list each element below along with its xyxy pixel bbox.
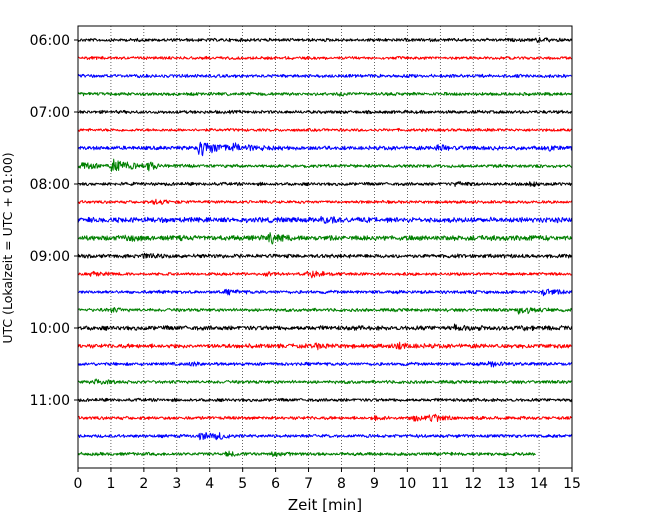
x-axis: 0 1 2 3 4 5 6 7 8 9 10 11 12 13 14 15	[74, 468, 581, 492]
seismogram-trace-0600	[77, 36, 573, 44]
y-tick-label: 07:00	[30, 105, 70, 121]
seismogram-trace-1145	[77, 450, 536, 457]
y-tick-label: 06:00	[30, 33, 70, 49]
seismogram-trace-0730	[77, 141, 573, 157]
seismogram-trace-0715	[77, 127, 573, 133]
seismogram-trace-1030	[77, 360, 573, 368]
y-tick-label: 10:00	[30, 321, 70, 337]
x-tick-label: 13	[497, 476, 515, 492]
seismogram-trace-0845	[77, 232, 573, 245]
seismogram-trace-1015	[77, 341, 573, 351]
x-tick-label: 7	[304, 476, 313, 492]
seismogram-trace-1115	[77, 413, 573, 423]
seismogram-trace-0815	[77, 198, 573, 206]
seismogram-trace-0700	[77, 109, 573, 115]
trace-layer	[77, 36, 573, 457]
x-tick-label: 0	[74, 476, 83, 492]
seismogram-trace-1000	[77, 323, 573, 332]
seismogram-trace-0900	[77, 252, 573, 259]
seismogram-trace-0800	[77, 180, 573, 188]
x-tick-label: 6	[271, 476, 280, 492]
seismogram-trace-1130	[77, 432, 573, 441]
x-tick-label: 15	[563, 476, 581, 492]
plot-frame	[77, 25, 573, 469]
x-tick-label: 14	[530, 476, 548, 492]
x-tick-label: 11	[431, 476, 449, 492]
x-tick-label: 9	[370, 476, 379, 492]
y-axis-label: UTC (Lokalzeit = UTC + 01:00)	[0, 152, 15, 343]
x-tick-label: 3	[172, 476, 181, 492]
seismogram-trace-0915	[77, 270, 573, 279]
x-tick-label: 1	[106, 476, 115, 492]
x-tick-label: 10	[398, 476, 416, 492]
y-axis: 06:00 07:00 08:00 09:00 10:00 11:00	[30, 33, 78, 409]
x-tick-label: 12	[464, 476, 482, 492]
y-tick-label: 09:00	[30, 249, 70, 265]
seismogram-trace-0745	[77, 158, 573, 172]
seismogram-trace-0930	[77, 288, 573, 297]
y-tick-label: 11:00	[30, 393, 70, 409]
x-tick-label: 8	[337, 476, 346, 492]
x-tick-label: 5	[238, 476, 247, 492]
x-axis-label: Zeit [min]	[288, 496, 362, 514]
seismogram-trace-1045	[77, 378, 573, 385]
x-tick-label: 4	[205, 476, 214, 492]
x-tick-label: 2	[139, 476, 148, 492]
seismogram-trace-1100	[77, 397, 573, 403]
seismogram-trace-0630	[77, 73, 573, 79]
seismogram-trace-0830	[77, 215, 573, 224]
y-tick-label: 08:00	[30, 177, 70, 193]
seismogram-trace-0615	[77, 55, 573, 61]
seismogram-trace-0645	[77, 91, 573, 97]
seismogram-trace-0945	[77, 306, 573, 315]
